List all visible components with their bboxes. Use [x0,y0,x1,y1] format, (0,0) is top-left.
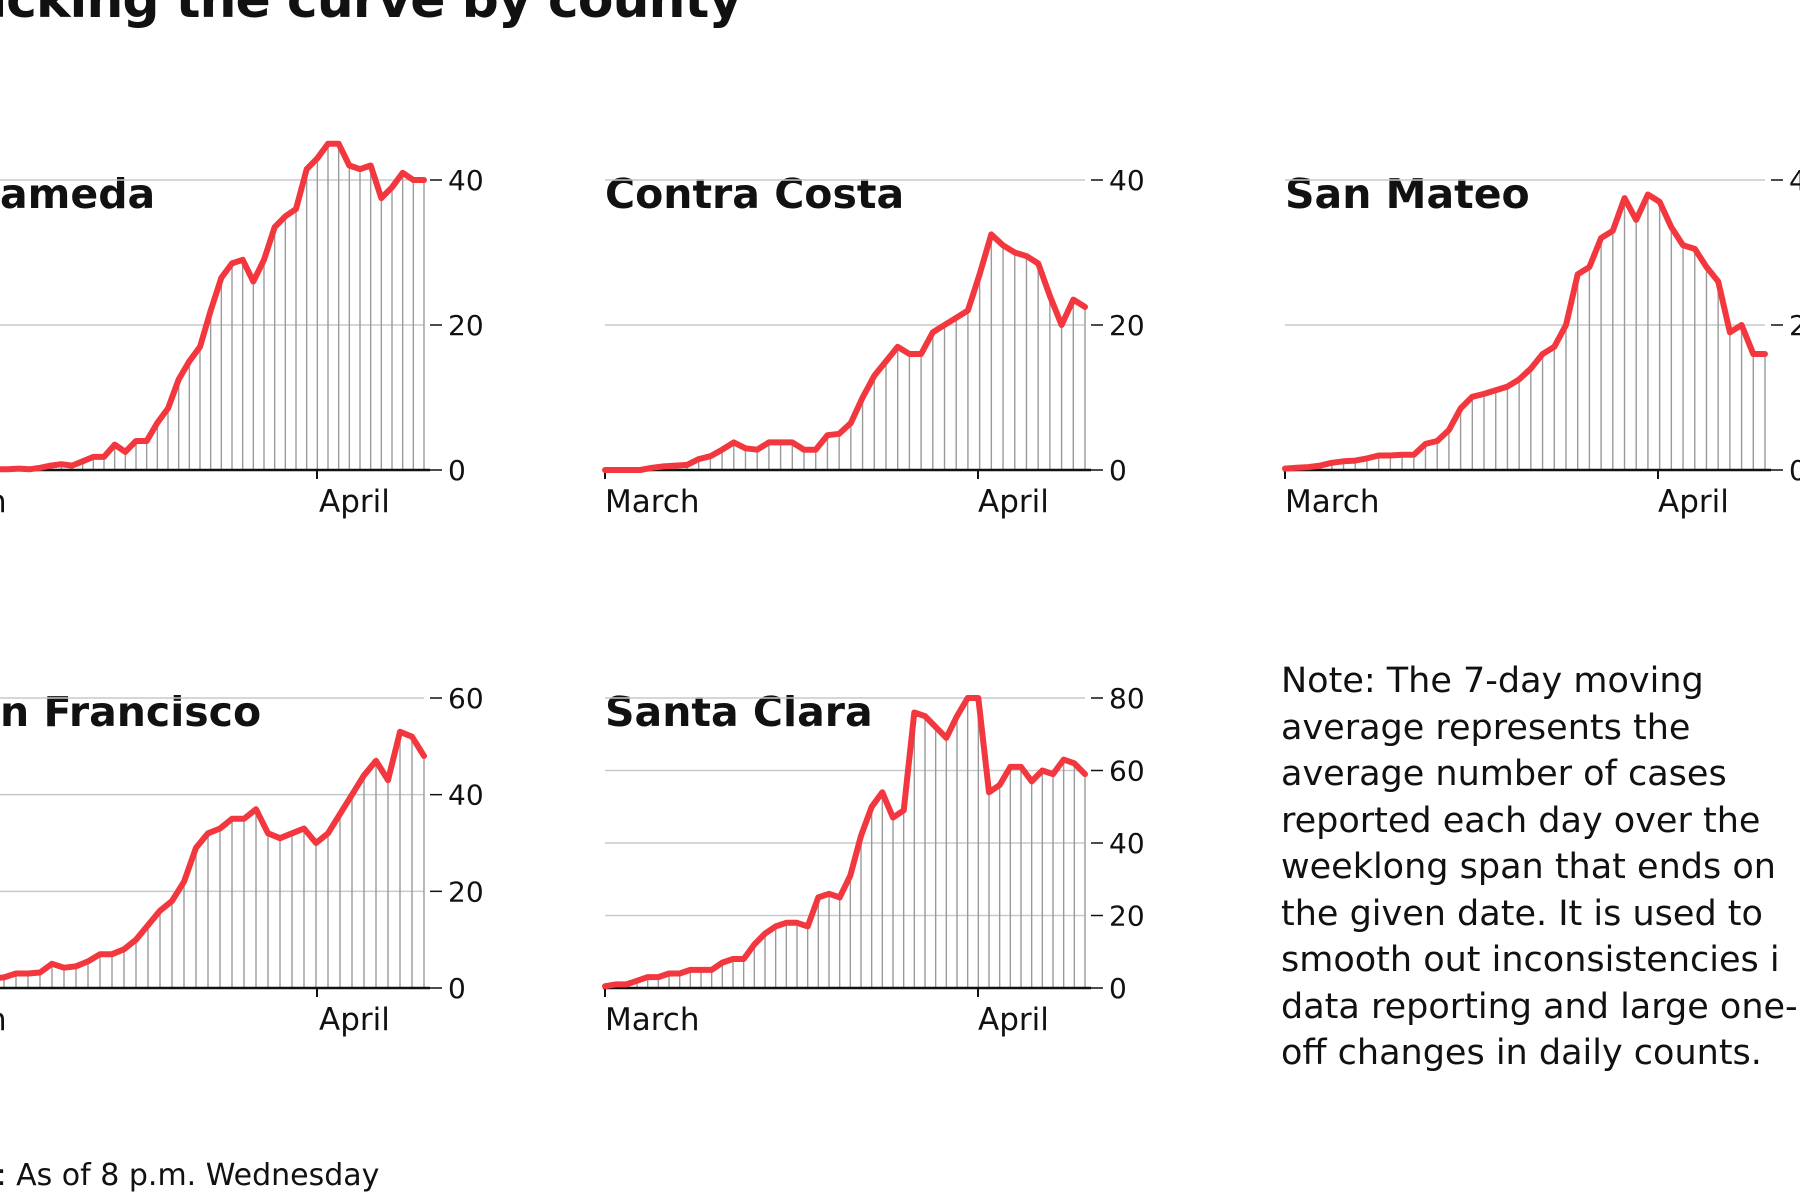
chart-alameda: ch April 0 20 40 [0,140,484,520]
page-title: acking the curve by county [0,0,742,30]
series-line [0,728,427,981]
y-tick-label: 0 [1109,972,1127,1005]
x-tick-label: April [319,484,390,520]
x-tick-label: March [605,484,700,520]
panel-title: Contra Costa [605,170,905,218]
y-tick-label: 40 [1789,164,1800,197]
x-tick-label: April [319,1002,390,1038]
x-tick-label: April [1658,484,1729,520]
chart-panel-alameda: ameda ch April 0 20 40 [0,118,504,588]
x-tick-label: March [1285,484,1380,520]
y-tick-label: 40 [1109,827,1145,860]
x-tick-label: April [978,1002,1049,1038]
x-tick-label: ch [0,1002,7,1038]
chart-panel-san-mateo: San Mateo March April 0 20 40 [1282,118,1800,588]
panel-title: San Mateo [1285,170,1530,218]
source-line: e: As of 8 p.m. Wednesday [0,1158,380,1193]
chart-panel-santa-clara: Santa Clara March April 0 20 40 60 80 [602,636,1165,1106]
chart-panel-contra-costa: Contra Costa March April 0 20 40 [602,118,1165,588]
y-tick-label: 20 [1109,900,1145,933]
chart-santa-clara: March April 0 20 40 60 80 [602,682,1145,1038]
y-tick-label: 20 [448,309,484,342]
y-tick-label: 0 [448,972,466,1005]
y-tick-label: 0 [1789,454,1800,487]
y-tick-label: 0 [1109,454,1127,487]
chart-contra-costa: March April 0 20 40 [602,164,1145,520]
y-tick-label: 80 [1109,682,1145,715]
series-line [602,231,1088,473]
x-tick-label: March [605,1002,700,1038]
y-tick-label: 40 [448,164,484,197]
y-tick-label: 0 [448,454,466,487]
y-tick-label: 20 [1109,309,1145,342]
y-tick-label: 40 [1109,164,1145,197]
panel-title: n Francisco [0,688,262,736]
x-tick-label: ch [0,484,7,520]
panel-title: ameda [0,170,156,218]
y-tick-label: 20 [1789,309,1800,342]
series-line [0,140,427,473]
series-line [602,695,1088,990]
chart-san-francisco: ch April 0 20 40 60 [0,682,484,1038]
y-tick-label: 60 [1109,755,1145,788]
panel-title: Santa Clara [605,688,873,736]
y-tick-label: 60 [448,682,484,715]
footnote-note: Note: The 7-day moving average represent… [1281,661,1798,1073]
y-tick-label: 40 [448,779,484,812]
series-line [1282,191,1768,472]
y-tick-label: 20 [448,875,484,908]
x-tick-label: April [978,484,1049,520]
chart-panel-san-francisco: n Francisco ch April 0 20 40 60 [0,636,504,1106]
chart-san-mateo: March April 0 20 40 [1282,164,1800,520]
